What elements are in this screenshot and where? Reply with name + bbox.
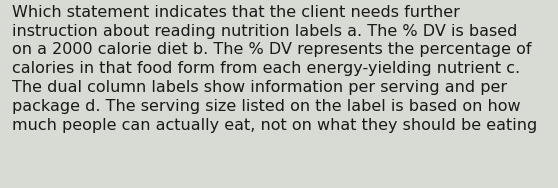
Text: Which statement indicates that the client needs further
instruction about readin: Which statement indicates that the clien… — [12, 5, 537, 133]
